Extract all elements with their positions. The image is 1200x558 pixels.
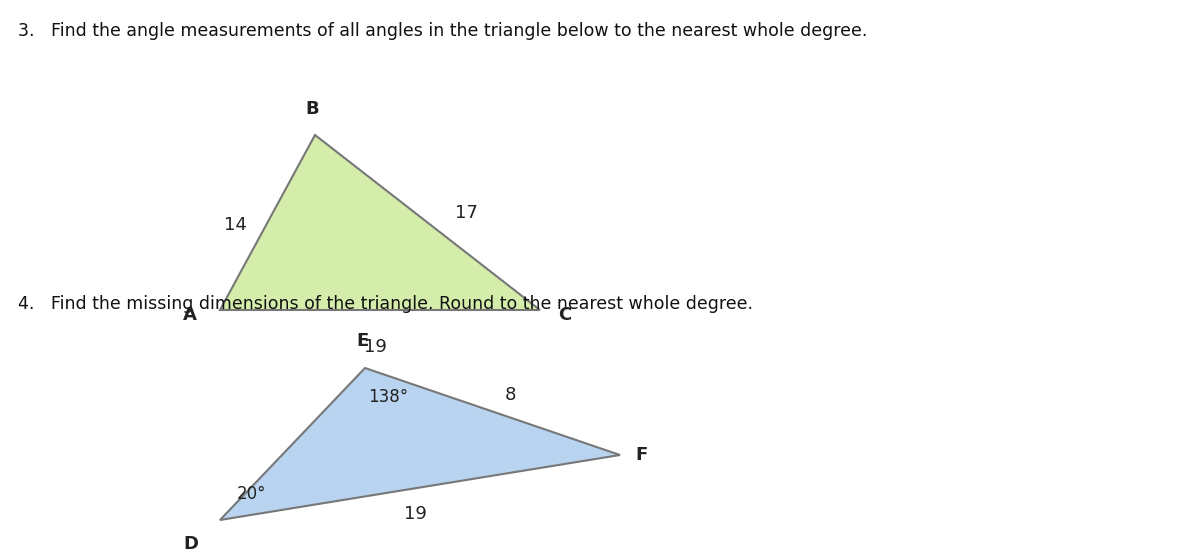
Text: 17: 17 bbox=[455, 204, 478, 222]
Text: 4.   Find the missing dimensions of the triangle. Round to the nearest whole deg: 4. Find the missing dimensions of the tr… bbox=[18, 295, 754, 313]
Text: E: E bbox=[356, 332, 368, 350]
Polygon shape bbox=[220, 368, 620, 520]
Text: 3.   Find the angle measurements of all angles in the triangle below to the near: 3. Find the angle measurements of all an… bbox=[18, 22, 868, 40]
Text: B: B bbox=[305, 100, 319, 118]
Text: 20°: 20° bbox=[238, 485, 266, 503]
Text: F: F bbox=[635, 446, 647, 464]
Text: 19: 19 bbox=[364, 338, 386, 356]
Text: 8: 8 bbox=[505, 386, 516, 404]
Text: 19: 19 bbox=[403, 505, 426, 523]
Text: 14: 14 bbox=[224, 216, 247, 234]
Text: D: D bbox=[182, 535, 198, 553]
Text: 138°: 138° bbox=[368, 388, 408, 406]
Polygon shape bbox=[220, 135, 540, 310]
Text: C: C bbox=[558, 306, 571, 324]
Text: A: A bbox=[184, 306, 197, 324]
